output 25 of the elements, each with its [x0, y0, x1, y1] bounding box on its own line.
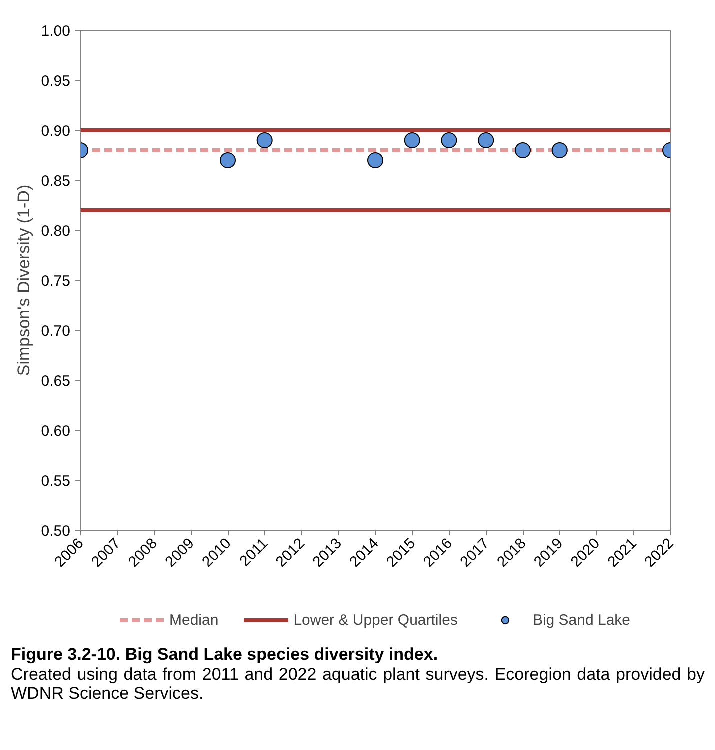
point [441, 132, 458, 148]
point [515, 142, 531, 158]
point [220, 152, 236, 168]
legend-label: Big Sand Lake [532, 611, 631, 629]
y-tick-label: 0.60 [41, 423, 71, 440]
y-tick-label: 0.85 [41, 173, 71, 190]
y-tick-label: 0.65 [41, 373, 71, 390]
legend-label: Lower & Upper Quartiles [294, 611, 458, 629]
y-axis-title: Simpson's Diversity (1-D) [14, 184, 34, 376]
y-tick-label: 0.90 [41, 123, 71, 140]
point [478, 132, 494, 148]
text: Figure 3.2-10. Big Sand Lake species diversity index. [11, 645, 438, 664]
y-tick-label: 0.95 [41, 73, 71, 90]
point [368, 152, 384, 168]
y-tick-label: 0.55 [41, 473, 71, 490]
legend-label: Median [169, 611, 219, 629]
y-tick-label: 0.80 [41, 223, 71, 240]
y-tick-label: 0.75 [41, 273, 71, 290]
point [256, 132, 273, 148]
y-tick-label: 1.00 [41, 23, 71, 40]
y-tick-label: 0.50 [41, 523, 71, 540]
y-tick-label: 0.70 [41, 323, 71, 340]
point [404, 132, 420, 148]
point [552, 142, 568, 158]
text: Created using data from 2011 and 2022 aquatic plant surveys. Ecoregion data provided by WDNR Science Services. [11, 664, 705, 704]
